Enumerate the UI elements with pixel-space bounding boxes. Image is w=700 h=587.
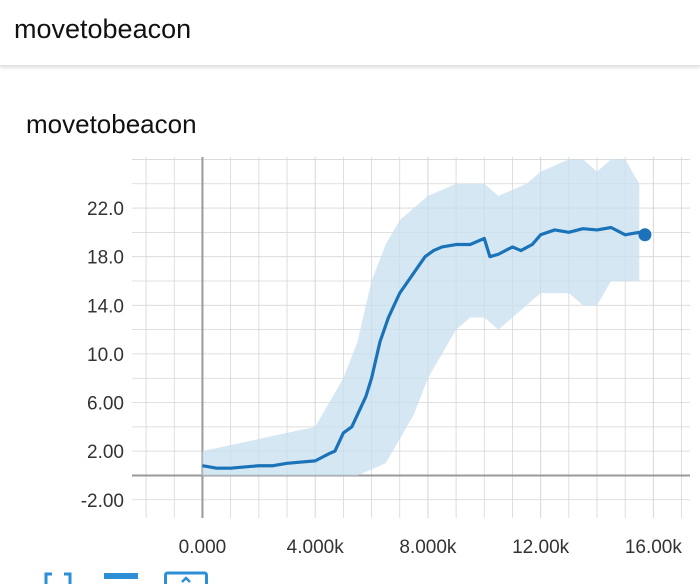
expand-button[interactable] [44, 570, 72, 584]
app-header: movetobeacon [0, 0, 700, 66]
x-tick-label: 8.000k [399, 537, 457, 558]
x-tick-label: 4.000k [287, 537, 345, 558]
y-tick-label: 10.0 [87, 345, 124, 366]
y-tick-label: 2.00 [87, 442, 124, 463]
y-tick-label: 22.0 [87, 199, 124, 220]
y-tick-label: -2.00 [81, 491, 124, 512]
expand-icon [44, 572, 72, 584]
fit-domain-button[interactable] [164, 570, 208, 587]
data-series-icon [104, 573, 138, 579]
scalar-chart[interactable]: -2.00 2.00 6.00 10.0 14.0 18.0 22.0 0.000 4.000k… [0, 140, 700, 560]
toggle-y-axis-log-button[interactable] [104, 570, 140, 584]
x-tick-label: 0.000 [179, 537, 227, 558]
raw-values-band [202, 159, 640, 476]
y-tick-label: 18.0 [87, 248, 124, 269]
x-tick-label: 12.00k [512, 537, 570, 558]
chart-toolbar [44, 570, 224, 587]
fit-domain-icon [164, 571, 208, 587]
chart-card-title: movetobeacon [26, 109, 197, 139]
y-tick-label: 14.0 [87, 296, 124, 317]
smoothed-series-line [202, 225, 646, 470]
app-title: movetobeacon [14, 14, 192, 44]
x-tick-label: 16.00k [625, 537, 683, 558]
y-tick-label: 6.00 [87, 394, 124, 415]
series-endpoint-marker [638, 228, 652, 242]
